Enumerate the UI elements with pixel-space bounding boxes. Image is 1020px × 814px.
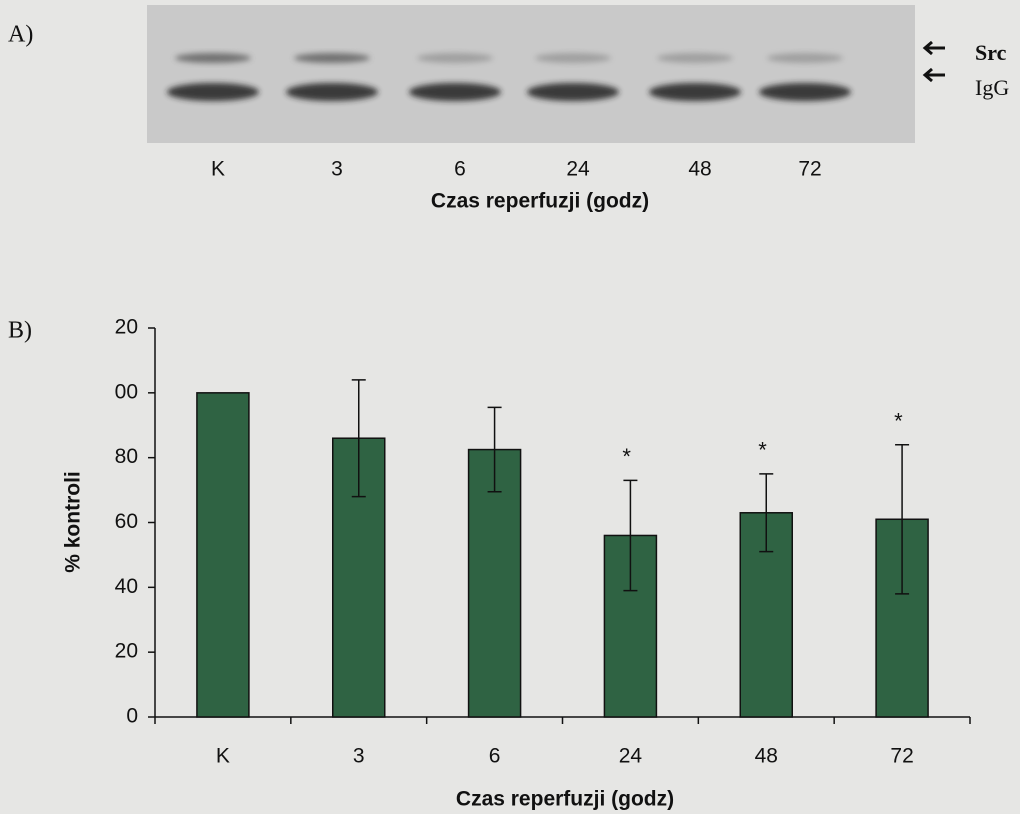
src-band — [657, 53, 733, 63]
band-label: Src — [975, 40, 1007, 65]
significance-mark: * — [622, 444, 631, 469]
figure: A) Src IgG Czas reperfuzji (godz) B) % k… — [0, 0, 1020, 814]
src-band — [535, 53, 611, 63]
blot — [147, 5, 915, 143]
lane-label: K — [211, 158, 225, 181]
src-band — [175, 53, 251, 63]
lane-label: 3 — [331, 158, 343, 181]
y-axis-title: % kontroli — [62, 471, 85, 573]
lane-label: 6 — [454, 158, 466, 181]
src-band — [417, 53, 493, 63]
igg-band — [649, 83, 741, 101]
x-tick-label: 48 — [755, 745, 778, 768]
lane-label: 24 — [566, 158, 590, 181]
significance-mark: * — [894, 409, 903, 434]
y-tick-label: 60 — [115, 510, 138, 533]
x-tick-label: 3 — [353, 745, 365, 768]
page: A) Src IgG Czas reperfuzji (godz) B) % k… — [0, 0, 1020, 814]
lane-label: 48 — [688, 158, 711, 181]
x-tick-label: K — [216, 745, 230, 768]
panel-label: A) — [8, 22, 33, 48]
x-tick-label: 6 — [489, 745, 501, 768]
igg-band — [286, 83, 378, 101]
lane-label: 72 — [798, 158, 821, 181]
band-label: IgG — [975, 75, 1009, 100]
src-band — [767, 53, 843, 63]
y-tick-label: 20 — [115, 640, 138, 663]
src-band — [294, 53, 370, 63]
igg-band — [759, 83, 851, 101]
significance-mark: * — [758, 438, 767, 463]
igg-band — [527, 83, 619, 101]
y-tick-label: 80 — [115, 445, 138, 468]
y-tick-label: 0 — [126, 705, 138, 728]
x-tick-label: 72 — [890, 745, 913, 768]
y-tick-label: 40 — [115, 575, 138, 598]
panel-label: B) — [8, 318, 32, 344]
x-axis-title: Czas reperfuzji (godz) — [456, 788, 674, 811]
y-tick-label: 20 — [115, 316, 138, 339]
x-tick-label: 24 — [619, 745, 643, 768]
blot-xlabel: Czas reperfuzji (godz) — [431, 190, 649, 213]
y-tick-label: 00 — [115, 380, 138, 403]
igg-band — [409, 83, 501, 101]
bar — [197, 393, 249, 717]
igg-band — [167, 83, 259, 101]
